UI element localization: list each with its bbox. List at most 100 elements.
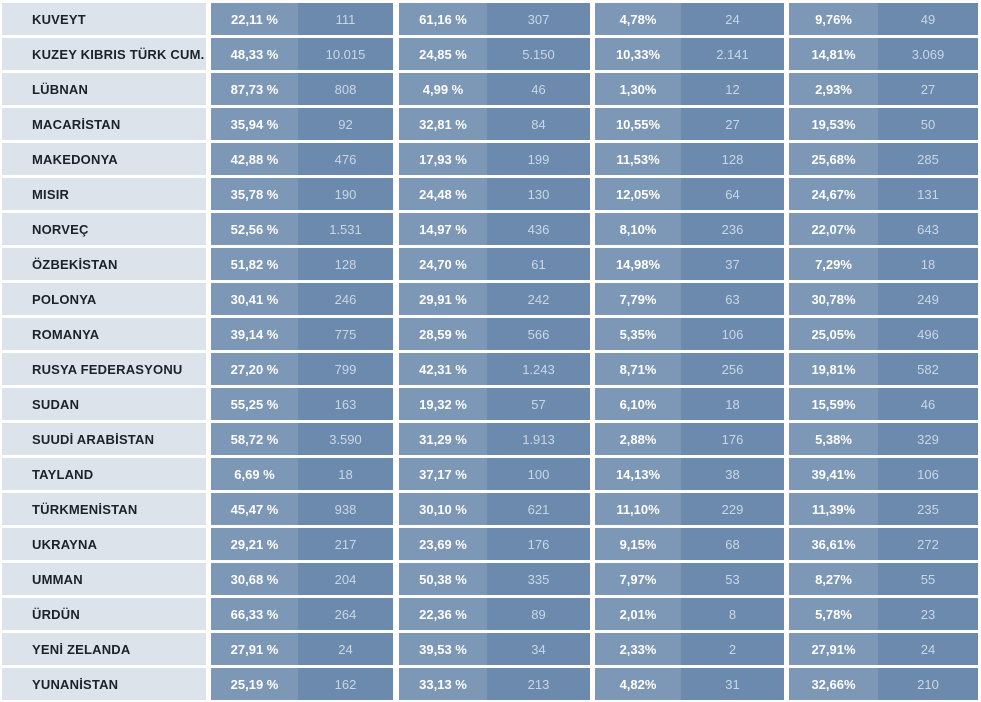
pct-cell-1: 30,68 % (211, 563, 298, 595)
pct-cell-1: 22,11 % (211, 3, 298, 35)
country-cell: UMMAN (2, 563, 206, 595)
table-row: TÜRKMENİSTAN 45,47 % 938 30,10 % 621 11,… (2, 493, 978, 525)
count-cell-2: 34 (487, 633, 590, 665)
count-cell-1: 128 (298, 248, 393, 280)
count-cell-3: 31 (681, 668, 784, 700)
count-cell-3: 176 (681, 423, 784, 455)
count-cell-4: 235 (878, 493, 978, 525)
count-cell-3: 2 (681, 633, 784, 665)
table-row: NORVEÇ 52,56 % 1.531 14,97 % 436 8,10% 2… (2, 213, 978, 245)
pct-cell-2: 42,31 % (399, 353, 487, 385)
count-cell-1: 111 (298, 3, 393, 35)
country-cell: KUVEYT (2, 3, 206, 35)
count-cell-1: 204 (298, 563, 393, 595)
count-cell-4: 23 (878, 598, 978, 630)
count-cell-1: 10.015 (298, 38, 393, 70)
country-cell: NORVEÇ (2, 213, 206, 245)
count-cell-2: 46 (487, 73, 590, 105)
count-cell-1: 808 (298, 73, 393, 105)
count-cell-2: 84 (487, 108, 590, 140)
count-cell-2: 130 (487, 178, 590, 210)
pct-cell-2: 17,93 % (399, 143, 487, 175)
pct-cell-4: 36,61% (789, 528, 878, 560)
pct-cell-2: 24,48 % (399, 178, 487, 210)
pct-cell-4: 2,93% (789, 73, 878, 105)
count-cell-4: 27 (878, 73, 978, 105)
count-cell-1: 246 (298, 283, 393, 315)
pct-cell-2: 19,32 % (399, 388, 487, 420)
table-row: LÜBNAN 87,73 % 808 4,99 % 46 1,30% 12 2,… (2, 73, 978, 105)
pct-cell-4: 5,78% (789, 598, 878, 630)
pct-cell-2: 30,10 % (399, 493, 487, 525)
pct-cell-4: 14,81% (789, 38, 878, 70)
count-cell-4: 49 (878, 3, 978, 35)
pct-cell-2: 31,29 % (399, 423, 487, 455)
pct-cell-4: 27,91% (789, 633, 878, 665)
pct-cell-4: 39,41% (789, 458, 878, 490)
count-cell-3: 63 (681, 283, 784, 315)
country-cell: TAYLAND (2, 458, 206, 490)
pct-cell-4: 30,78% (789, 283, 878, 315)
table-row: POLONYA 30,41 % 246 29,91 % 242 7,79% 63… (2, 283, 978, 315)
pct-cell-1: 48,33 % (211, 38, 298, 70)
count-cell-3: 2.141 (681, 38, 784, 70)
pct-cell-3: 8,10% (595, 213, 681, 245)
country-cell: ÖZBEKİSTAN (2, 248, 206, 280)
count-cell-1: 476 (298, 143, 393, 175)
count-cell-4: 24 (878, 633, 978, 665)
table-row: SUDAN 55,25 % 163 19,32 % 57 6,10% 18 15… (2, 388, 978, 420)
count-cell-4: 582 (878, 353, 978, 385)
count-cell-1: 18 (298, 458, 393, 490)
pct-cell-2: 4,99 % (399, 73, 487, 105)
pct-cell-1: 35,78 % (211, 178, 298, 210)
country-cell: POLONYA (2, 283, 206, 315)
count-cell-2: 335 (487, 563, 590, 595)
country-cell: SUDAN (2, 388, 206, 420)
pct-cell-1: 39,14 % (211, 318, 298, 350)
pct-cell-3: 14,13% (595, 458, 681, 490)
count-cell-2: 5.150 (487, 38, 590, 70)
count-cell-4: 55 (878, 563, 978, 595)
table-row: KUZEY KIBRIS TÜRK CUM. 48,33 % 10.015 24… (2, 38, 978, 70)
country-cell: MISIR (2, 178, 206, 210)
pct-cell-3: 2,33% (595, 633, 681, 665)
table-row: ROMANYA 39,14 % 775 28,59 % 566 5,35% 10… (2, 318, 978, 350)
pct-cell-1: 42,88 % (211, 143, 298, 175)
count-cell-2: 1.243 (487, 353, 590, 385)
pct-cell-2: 32,81 % (399, 108, 487, 140)
pct-cell-1: 6,69 % (211, 458, 298, 490)
pct-cell-4: 25,68% (789, 143, 878, 175)
count-cell-3: 38 (681, 458, 784, 490)
pct-cell-3: 8,71% (595, 353, 681, 385)
pct-cell-1: 51,82 % (211, 248, 298, 280)
pct-cell-2: 22,36 % (399, 598, 487, 630)
count-cell-4: 131 (878, 178, 978, 210)
pct-cell-4: 22,07% (789, 213, 878, 245)
count-cell-1: 24 (298, 633, 393, 665)
count-cell-1: 217 (298, 528, 393, 560)
count-cell-2: 1.913 (487, 423, 590, 455)
pct-cell-2: 24,85 % (399, 38, 487, 70)
count-cell-3: 229 (681, 493, 784, 525)
table-row: RUSYA FEDERASYONU 27,20 % 799 42,31 % 1.… (2, 353, 978, 385)
table-row: ÜRDÜN 66,33 % 264 22,36 % 89 2,01% 8 5,7… (2, 598, 978, 630)
pct-cell-3: 6,10% (595, 388, 681, 420)
count-cell-1: 799 (298, 353, 393, 385)
pct-cell-2: 14,97 % (399, 213, 487, 245)
count-cell-2: 100 (487, 458, 590, 490)
pct-cell-3: 10,55% (595, 108, 681, 140)
pct-cell-2: 23,69 % (399, 528, 487, 560)
pct-cell-3: 2,88% (595, 423, 681, 455)
count-cell-1: 92 (298, 108, 393, 140)
pct-cell-3: 10,33% (595, 38, 681, 70)
count-cell-3: 64 (681, 178, 784, 210)
table-row: TAYLAND 6,69 % 18 37,17 % 100 14,13% 38 … (2, 458, 978, 490)
country-cell: TÜRKMENİSTAN (2, 493, 206, 525)
count-cell-2: 213 (487, 668, 590, 700)
count-cell-3: 12 (681, 73, 784, 105)
count-cell-2: 57 (487, 388, 590, 420)
table-row: MAKEDONYA 42,88 % 476 17,93 % 199 11,53%… (2, 143, 978, 175)
pct-cell-2: 61,16 % (399, 3, 487, 35)
count-cell-2: 621 (487, 493, 590, 525)
pct-cell-3: 2,01% (595, 598, 681, 630)
